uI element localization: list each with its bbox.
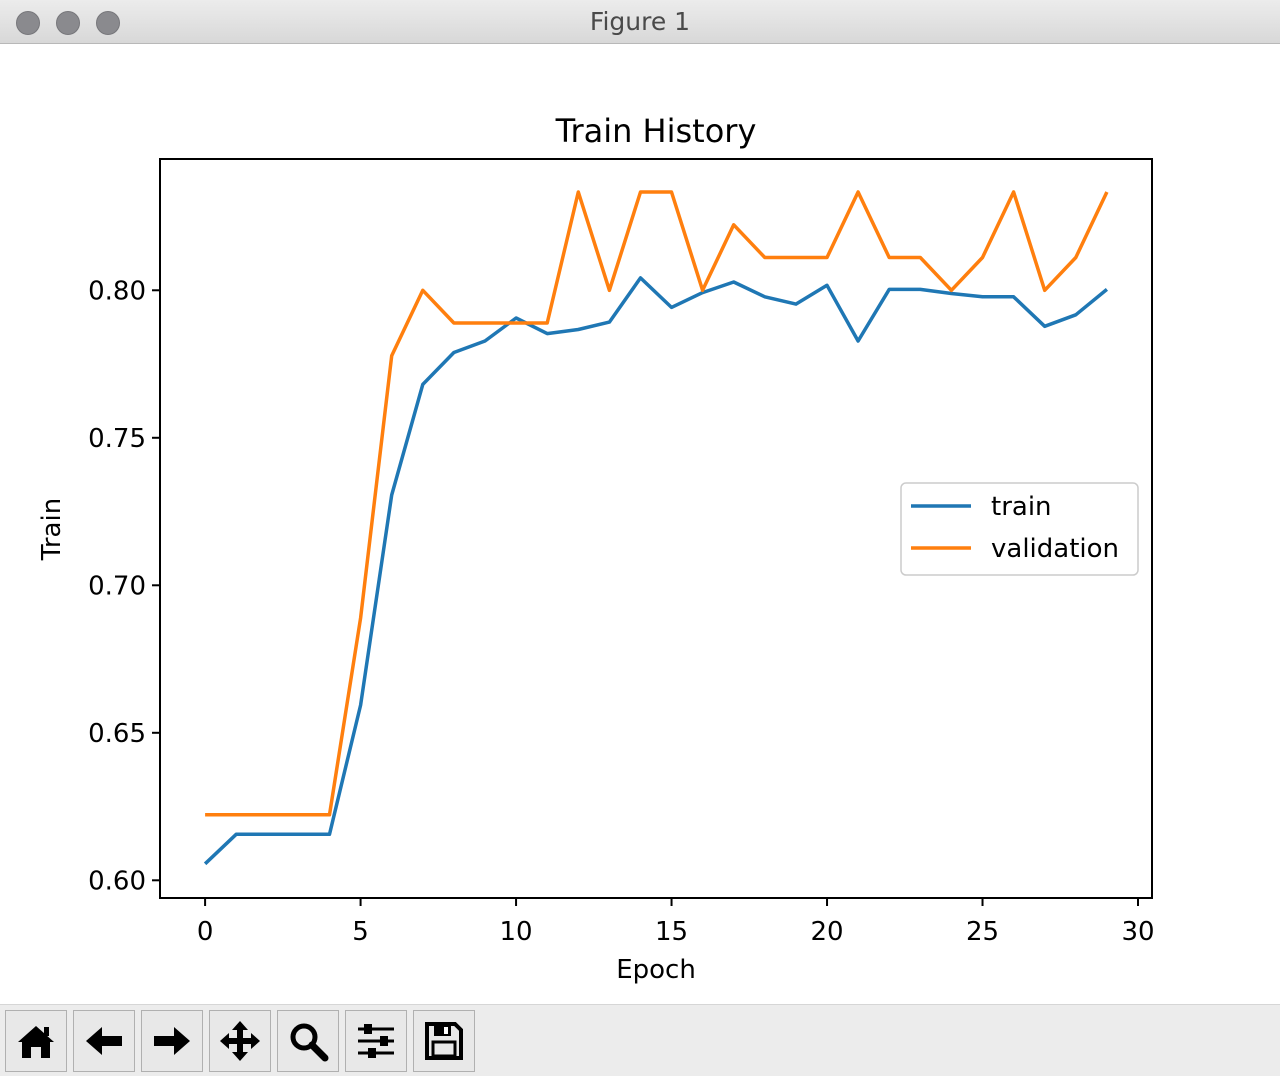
- window-titlebar: Figure 1: [0, 0, 1280, 44]
- y-tick-label: 0.65: [88, 719, 146, 749]
- forward-button[interactable]: [141, 1010, 203, 1072]
- figure-canvas[interactable]: Train History Epoch Train 0 5 10 15 20 25 30 0.…: [0, 44, 1280, 1004]
- legend-label-validation: validation: [991, 534, 1119, 564]
- legend: train validation: [900, 482, 1139, 576]
- line-chart: Train History Epoch Train 0 5 10 15 20 25 30 0.…: [37, 112, 1155, 985]
- y-tick-label: 0.60: [88, 866, 146, 896]
- y-axis-label: Train: [37, 498, 67, 561]
- axes-frame: [159, 158, 1153, 899]
- magnifier-icon: [290, 1023, 329, 1062]
- arrow-left-icon: [86, 1027, 122, 1055]
- series-line-train: [203, 276, 1109, 866]
- y-tick-label: 0.80: [88, 276, 146, 306]
- x-axis-label: Epoch: [616, 955, 696, 985]
- floppy-disk-icon: [425, 1022, 463, 1060]
- y-tick-label: 0.75: [88, 424, 146, 454]
- window-title: Figure 1: [589, 7, 691, 36]
- legend-label-train: train: [991, 492, 1052, 522]
- chart-title: Train History: [555, 112, 757, 150]
- zoom-window-button[interactable]: [96, 11, 120, 35]
- x-tick-label: 25: [966, 917, 999, 947]
- home-button[interactable]: [5, 1010, 67, 1072]
- back-button[interactable]: [73, 1010, 135, 1072]
- move-icon: [220, 1021, 260, 1061]
- x-tick-label: 15: [655, 917, 688, 947]
- navigation-toolbar: [0, 1004, 1280, 1076]
- arrow-right-icon: [154, 1027, 190, 1055]
- x-tick-label: 5: [352, 917, 369, 947]
- axis-ticks: 0 5 10 15 20 25 30 0.60 0.65 0.70 0.75 0.80: [88, 276, 1154, 947]
- configure-subplots-button[interactable]: [345, 1010, 407, 1072]
- minimize-window-button[interactable]: [56, 11, 80, 35]
- x-tick-label: 10: [500, 917, 533, 947]
- close-window-button[interactable]: [16, 11, 40, 35]
- x-tick-label: 20: [810, 917, 843, 947]
- series-line-validation: [205, 190, 1109, 817]
- zoom-button[interactable]: [277, 1010, 339, 1072]
- x-tick-label: 30: [1121, 917, 1154, 947]
- save-button[interactable]: [413, 1010, 475, 1072]
- sliders-icon: [358, 1024, 394, 1058]
- pan-button[interactable]: [209, 1010, 271, 1072]
- y-tick-label: 0.70: [88, 571, 146, 601]
- home-icon: [18, 1026, 54, 1058]
- x-tick-label: 0: [197, 917, 214, 947]
- plot-content: [203, 190, 1109, 866]
